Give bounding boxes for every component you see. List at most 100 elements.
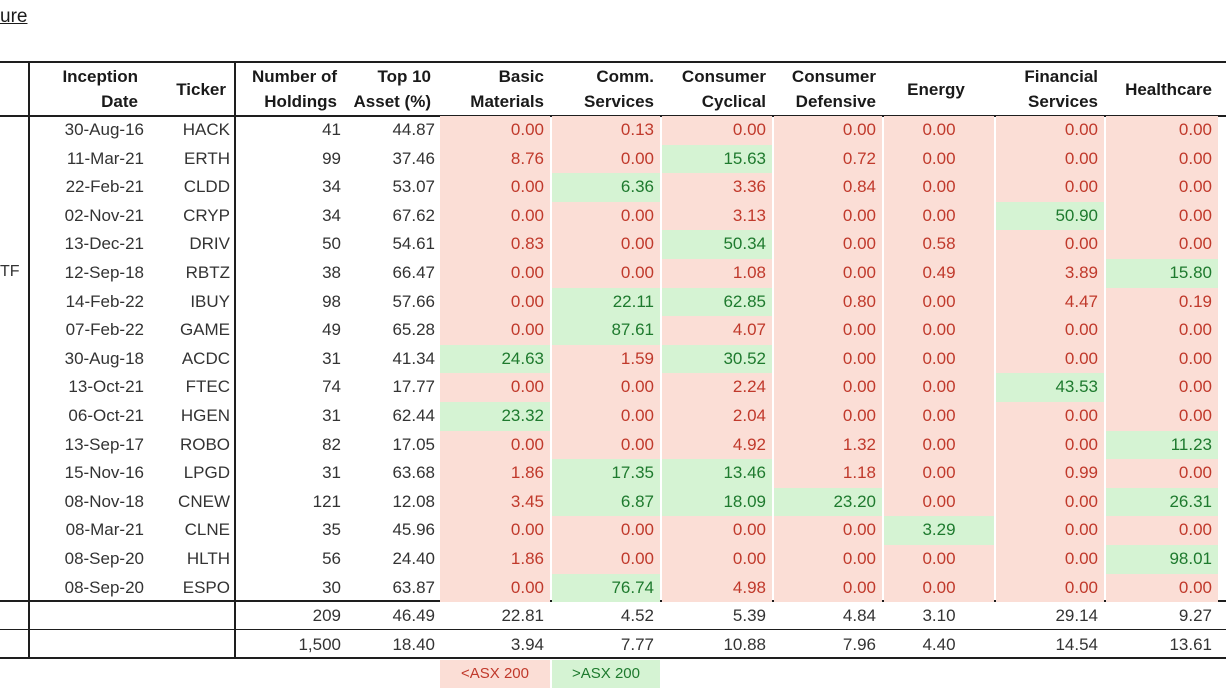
- header-line1: Ticker: [176, 79, 226, 99]
- cell-cyc: 2.24: [662, 373, 772, 402]
- column-divider: [28, 61, 30, 659]
- cell-fin: 0.00: [996, 344, 1104, 374]
- cell-energy: 0.00: [884, 373, 994, 402]
- table-rule: [0, 61, 1226, 63]
- cell-health: 0.00: [1106, 516, 1218, 545]
- cell-cyc: 4.07: [662, 316, 772, 345]
- cell-holdings: 35: [322, 520, 341, 540]
- cell-holdings: 99: [322, 148, 341, 168]
- cell-energy: 0.00: [884, 201, 994, 231]
- cell-health: 26.31: [1106, 487, 1218, 517]
- cell-basic: 0.00: [440, 373, 550, 402]
- cell-ticker: DRIV: [189, 234, 230, 254]
- row-label-fragment: TF: [0, 263, 20, 280]
- cell-def: 0.80: [774, 287, 882, 317]
- cell-fin: 0.00: [996, 487, 1104, 517]
- header-ticker: Ticker: [170, 63, 226, 115]
- header-line2: Cyclical: [701, 92, 766, 111]
- header-def: Consumer Defensive: [774, 63, 876, 115]
- cell-date: 08-Sep-20: [64, 549, 144, 568]
- cell-holdings: 38: [322, 263, 341, 282]
- cell-date: 30-Aug-16: [64, 120, 144, 139]
- table-rule: [0, 629, 1226, 630]
- cell-holdings: 82: [322, 434, 341, 454]
- cell-comm: 0.00: [552, 545, 660, 574]
- header-cyc: Consumer Cyclical: [662, 63, 766, 115]
- legend-below-asx200: <ASX 200: [440, 660, 550, 688]
- cell-top10: 24.40: [392, 549, 435, 568]
- cell-energy: 0.49: [884, 259, 994, 288]
- cell-health: 0.00: [1106, 173, 1218, 202]
- cell-comm: 6.87: [552, 487, 660, 517]
- header-line1: Number of: [252, 67, 337, 86]
- header-fin: Financial Services: [996, 63, 1098, 115]
- cell-ticker: FTEC: [185, 377, 230, 397]
- cell-def: 0.00: [774, 316, 882, 345]
- header-line2: Date: [101, 92, 138, 111]
- cell-top10: 17.05: [392, 434, 435, 454]
- cell-health: 11.23: [1106, 430, 1218, 460]
- cell-basic: 22.81: [501, 606, 544, 625]
- cell-health: 0.00: [1106, 459, 1218, 488]
- cell-energy: 0.00: [884, 173, 994, 202]
- cell-energy: 0.00: [884, 487, 994, 517]
- header-top10: Top 10 Asset (%): [345, 63, 431, 115]
- cell-energy: 0.00: [884, 430, 994, 460]
- cell-top10: 53.07: [392, 177, 435, 197]
- cell-top10: 63.68: [392, 463, 435, 483]
- cell-date: 13-Oct-21: [68, 377, 144, 397]
- cell-health: 0.19: [1106, 287, 1218, 317]
- title-link[interactable]: ure: [0, 6, 28, 27]
- cell-basic: 8.76: [440, 144, 550, 174]
- cell-top10: 67.62: [392, 205, 435, 225]
- cell-fin: 43.53: [996, 373, 1104, 402]
- cell-comm: 6.36: [552, 173, 660, 202]
- cell-def: 0.00: [774, 545, 882, 574]
- cell-cyc: 3.13: [662, 201, 772, 231]
- cell-date: 06-Oct-21: [68, 406, 144, 425]
- cell-def: 0.72: [774, 144, 882, 174]
- cell-basic: 0.00: [440, 173, 550, 202]
- cell-health: 0.00: [1106, 373, 1218, 402]
- cell-health: 15.80: [1106, 259, 1218, 288]
- cell-ticker: CNEW: [178, 491, 230, 511]
- cell-health: 0.00: [1106, 402, 1218, 431]
- cell-ticker: LPGD: [183, 463, 230, 483]
- cell-cyc: 50.34: [662, 230, 772, 259]
- cell-energy: 0.00: [884, 573, 994, 603]
- cell-fin: 0.00: [996, 116, 1104, 145]
- cell-comm: 0.00: [552, 430, 660, 460]
- cell-fin: 3.89: [996, 259, 1104, 288]
- cell-comm: 0.00: [552, 144, 660, 174]
- cell-basic: 0.00: [440, 316, 550, 345]
- cell-top10: 12.08: [392, 491, 435, 511]
- cell-comm: 0.00: [552, 259, 660, 288]
- cell-comm: 87.61: [552, 316, 660, 345]
- cell-basic: 0.00: [440, 430, 550, 460]
- cell-def: 1.32: [774, 430, 882, 460]
- cell-health: 9.27: [1178, 606, 1212, 625]
- cell-date: 02-Nov-21: [64, 205, 144, 225]
- cell-ticker: RBTZ: [185, 263, 230, 282]
- cell-holdings: 41: [322, 120, 341, 139]
- cell-holdings: 31: [322, 348, 341, 368]
- cell-cyc: 13.46: [662, 459, 772, 488]
- cell-top10: 46.49: [392, 606, 435, 625]
- cell-energy: 0.00: [884, 116, 994, 145]
- cell-basic: 1.86: [440, 459, 550, 488]
- cell-date: 15-Nov-16: [64, 463, 144, 483]
- header-line1: Financial: [1024, 67, 1098, 86]
- cell-cyc: 15.63: [662, 144, 772, 174]
- cell-date: 08-Mar-21: [65, 520, 144, 540]
- header-line1: Basic: [498, 67, 544, 86]
- cell-fin: 0.00: [996, 173, 1104, 202]
- cell-fin: 0.00: [996, 316, 1104, 345]
- header-line1: Comm.: [596, 67, 654, 86]
- cell-fin: 0.00: [996, 430, 1104, 460]
- cell-def: 1.18: [774, 459, 882, 488]
- cell-cyc: 30.52: [662, 344, 772, 374]
- cell-comm: 1.59: [552, 344, 660, 374]
- cell-def: 0.00: [774, 201, 882, 231]
- cell-comm: 17.35: [552, 459, 660, 488]
- cell-energy: 3.29: [884, 516, 994, 545]
